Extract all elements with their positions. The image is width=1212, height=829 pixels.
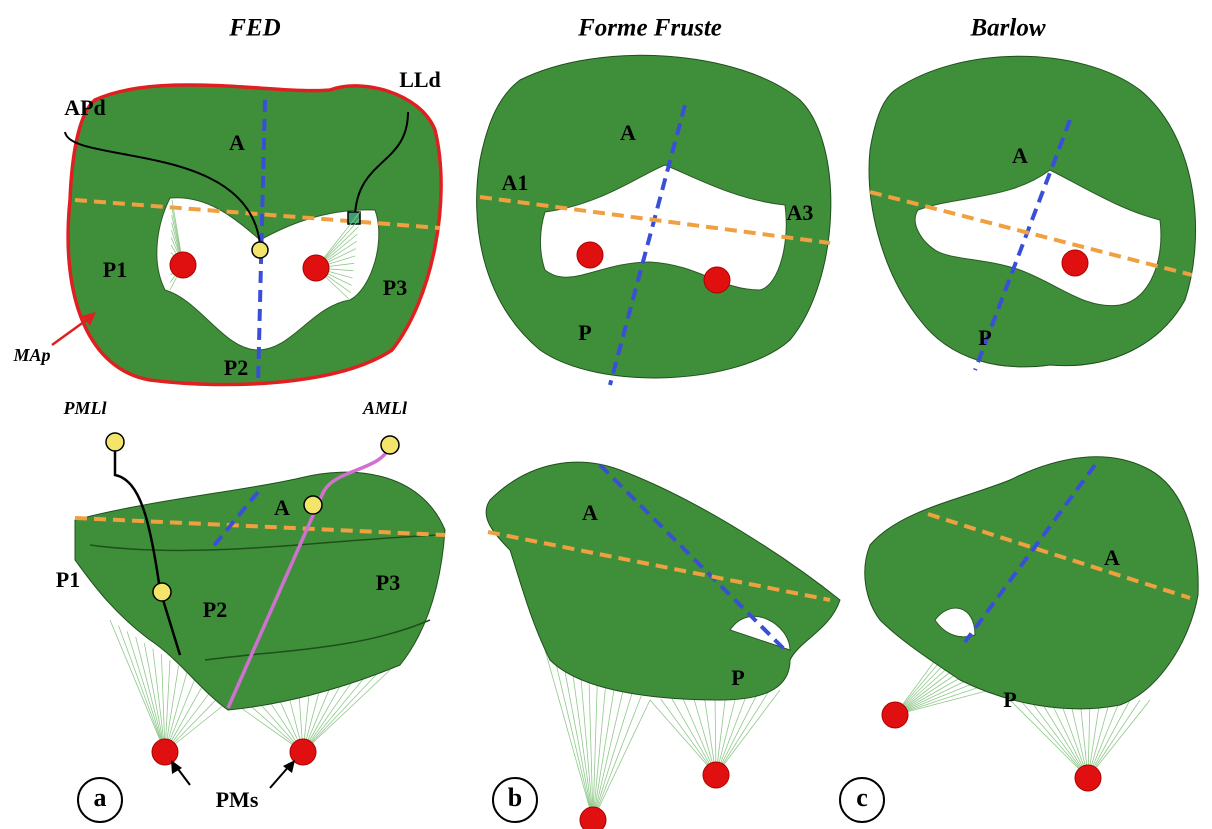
- label: A3: [787, 200, 814, 225]
- panel-letter: b: [508, 783, 522, 812]
- chorda: [716, 690, 780, 775]
- label: P3: [383, 275, 407, 300]
- papillary-muscle: [303, 255, 329, 281]
- label: P2: [224, 355, 248, 380]
- label: P: [978, 325, 991, 350]
- label: A: [1104, 545, 1120, 570]
- papillary-muscle: [1075, 765, 1101, 791]
- chorda: [1010, 700, 1088, 778]
- column-title: Forme Fruste: [577, 15, 722, 42]
- chorda: [716, 691, 769, 775]
- label: P: [731, 665, 744, 690]
- papillary-muscle: [580, 807, 606, 829]
- papillary-muscle: [152, 739, 178, 765]
- label: APd: [64, 95, 106, 120]
- label: A1: [502, 170, 529, 195]
- label: P: [578, 320, 591, 345]
- column-title: FED: [228, 15, 280, 42]
- point: [106, 433, 124, 451]
- label: P3: [376, 570, 400, 595]
- valve-ff-side: [486, 462, 840, 700]
- chorda: [1020, 700, 1088, 778]
- label: LLd: [399, 67, 441, 92]
- label: A: [620, 120, 636, 145]
- label: P1: [103, 257, 127, 282]
- panel-letter: c: [856, 783, 868, 812]
- chorda: [716, 692, 758, 775]
- papillary-muscle: [703, 762, 729, 788]
- point: [381, 436, 399, 454]
- papillary-muscle: [577, 242, 603, 268]
- chorda: [127, 631, 165, 752]
- label: AMLl: [362, 398, 407, 418]
- label: MAp: [12, 345, 50, 365]
- label: P2: [203, 597, 227, 622]
- label: A: [274, 495, 290, 520]
- point: [153, 583, 171, 601]
- papillary-muscle: [882, 702, 908, 728]
- column-title: Barlow: [969, 15, 1045, 42]
- papillary-muscle: [170, 252, 196, 278]
- label: P1: [56, 567, 80, 592]
- point: [252, 242, 268, 258]
- chorda: [136, 637, 165, 752]
- label: PMs: [216, 787, 259, 812]
- label: P: [1003, 687, 1016, 712]
- panel-letter: a: [94, 783, 107, 812]
- chorda: [1088, 700, 1150, 778]
- chorda: [593, 700, 650, 820]
- papillary-muscle: [704, 267, 730, 293]
- label: PMLl: [63, 398, 107, 418]
- label: A: [1012, 143, 1028, 168]
- point: [304, 496, 322, 514]
- label: A: [229, 130, 245, 155]
- figure: FED Forme Fruste Barlow a b c APd LLd A …: [0, 0, 1212, 829]
- label: A: [582, 500, 598, 525]
- chorda: [1088, 700, 1140, 778]
- papillary-muscle: [1062, 250, 1088, 276]
